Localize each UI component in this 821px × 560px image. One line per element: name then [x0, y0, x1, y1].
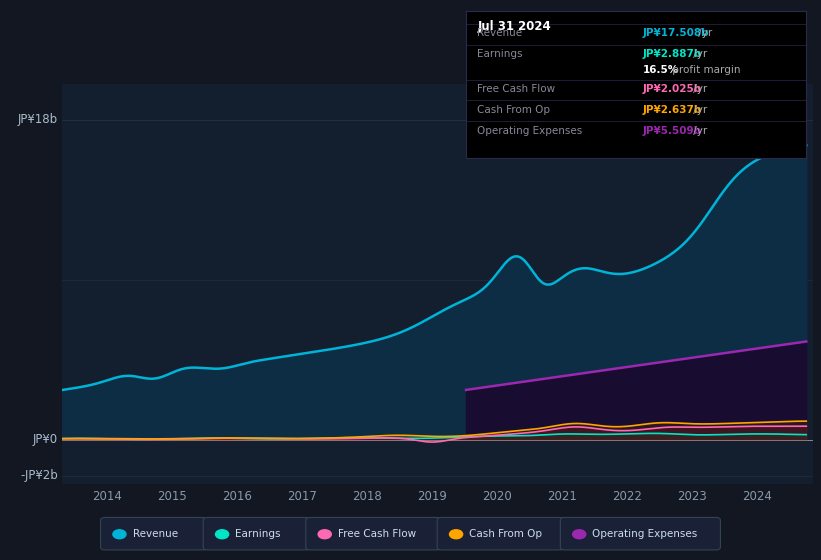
Text: JP¥2.637b: JP¥2.637b [643, 105, 702, 115]
Text: Earnings: Earnings [236, 529, 281, 539]
Text: JP¥2.887b: JP¥2.887b [643, 49, 702, 59]
Text: Cash From Op: Cash From Op [478, 105, 550, 115]
Text: Jul 31 2024: Jul 31 2024 [478, 20, 551, 33]
Text: /yr: /yr [690, 125, 707, 136]
Text: Cash From Op: Cash From Op [470, 529, 542, 539]
Text: 16.5%: 16.5% [643, 66, 679, 75]
Text: Earnings: Earnings [478, 49, 523, 59]
Text: /yr: /yr [690, 49, 707, 59]
Text: /yr: /yr [695, 29, 713, 39]
Text: Revenue: Revenue [478, 29, 522, 39]
Text: JP¥2.025b: JP¥2.025b [643, 85, 702, 95]
Text: JP¥5.509b: JP¥5.509b [643, 125, 702, 136]
Text: Operating Expenses: Operating Expenses [478, 125, 583, 136]
Text: Free Cash Flow: Free Cash Flow [338, 529, 416, 539]
Text: -JP¥2b: -JP¥2b [20, 469, 57, 482]
Text: JP¥0: JP¥0 [33, 433, 57, 446]
Text: Revenue: Revenue [133, 529, 177, 539]
Text: /yr: /yr [690, 105, 707, 115]
Text: Free Cash Flow: Free Cash Flow [478, 85, 556, 95]
Text: profit margin: profit margin [669, 66, 741, 75]
Text: /yr: /yr [690, 85, 707, 95]
Text: JP¥18b: JP¥18b [18, 113, 57, 126]
Text: Operating Expenses: Operating Expenses [593, 529, 698, 539]
Text: JP¥17.508b: JP¥17.508b [643, 29, 709, 39]
